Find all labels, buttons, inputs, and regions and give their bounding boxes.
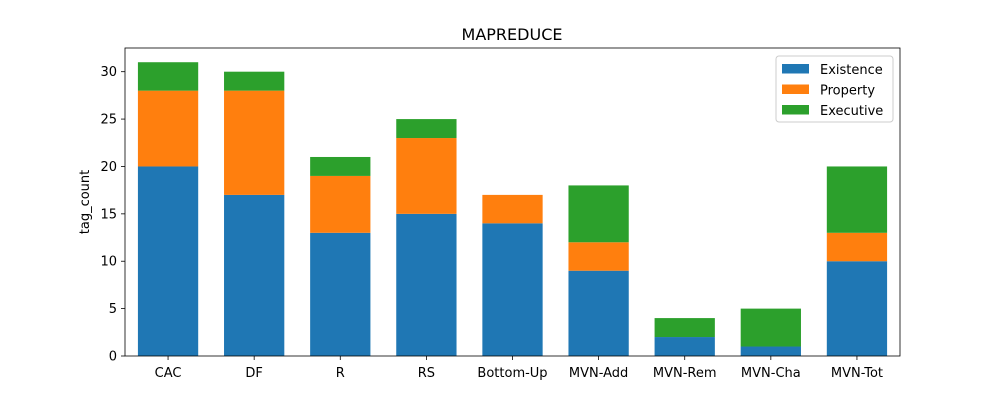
y-tick-label: 20 <box>100 160 117 175</box>
plot-area: CAC DF R RS Bottom-Up MVN-Add MVN-Rem MVN-Cha MV… <box>100 47 901 381</box>
y-tick-label: 25 <box>100 113 117 128</box>
bar-property-mvn-add <box>568 242 629 271</box>
bar-existence-mvn-cha <box>740 346 801 356</box>
x-tick-label: MVN-Rem <box>653 366 717 381</box>
bar-property-df <box>224 90 285 195</box>
legend-swatch-property <box>782 84 809 94</box>
bar-existence-bottom-up <box>482 223 543 356</box>
chart-title: MAPREDUCE <box>462 25 563 44</box>
y-tick-label: 30 <box>100 65 117 80</box>
legend: Existence Property Executive <box>775 55 894 123</box>
bar-property-bottom-up <box>482 194 543 224</box>
bar-property-r <box>310 175 371 233</box>
bar-property-rs <box>396 138 457 214</box>
y-tick-label: 15 <box>100 207 117 222</box>
x-tick-label: Bottom-Up <box>477 366 547 381</box>
y-tick-label: 5 <box>109 302 117 317</box>
bar-executive-mvn-cha <box>740 308 801 347</box>
bar-property-mvn-tot <box>826 232 888 262</box>
x-tick-label: MVN-Cha <box>741 366 801 381</box>
y-tick-label: 0 <box>109 350 117 365</box>
x-tick-label: R <box>336 366 345 381</box>
bar-executive-mvn-rem <box>654 318 715 338</box>
bar-existence-mvn-rem <box>654 337 715 356</box>
legend-swatch-existence <box>782 64 809 74</box>
x-tick-label: MVN-Add <box>569 366 628 381</box>
bar-executive-mvn-tot <box>826 166 888 233</box>
bar-executive-rs <box>396 119 457 139</box>
bar-existence-r <box>310 232 371 356</box>
y-axis-label: tag_count <box>78 170 93 235</box>
bar-existence-mvn-add <box>568 270 629 356</box>
bar-existence-cac <box>137 166 199 356</box>
bar-existence-mvn-tot <box>826 261 888 356</box>
x-tick-label: RS <box>418 366 435 381</box>
bar-executive-r <box>310 156 371 176</box>
bar-existence-df <box>224 194 285 356</box>
bar-existence-rs <box>396 213 457 356</box>
x-tick-label: CAC <box>155 366 182 381</box>
legend-swatch-executive <box>782 105 809 115</box>
y-tick-label: 10 <box>100 255 117 270</box>
legend-label-property: Property <box>820 84 875 99</box>
x-tick-label: DF <box>245 366 263 381</box>
bar-executive-df <box>224 71 285 91</box>
legend-label-existence: Existence <box>820 63 883 78</box>
legend-label-executive: Executive <box>820 104 883 119</box>
bar-executive-cac <box>137 62 199 91</box>
x-tick-label: MVN-Tot <box>831 366 883 381</box>
axes-frame <box>124 47 901 357</box>
bar-executive-mvn-add <box>568 185 629 243</box>
bar-property-cac <box>137 90 199 167</box>
